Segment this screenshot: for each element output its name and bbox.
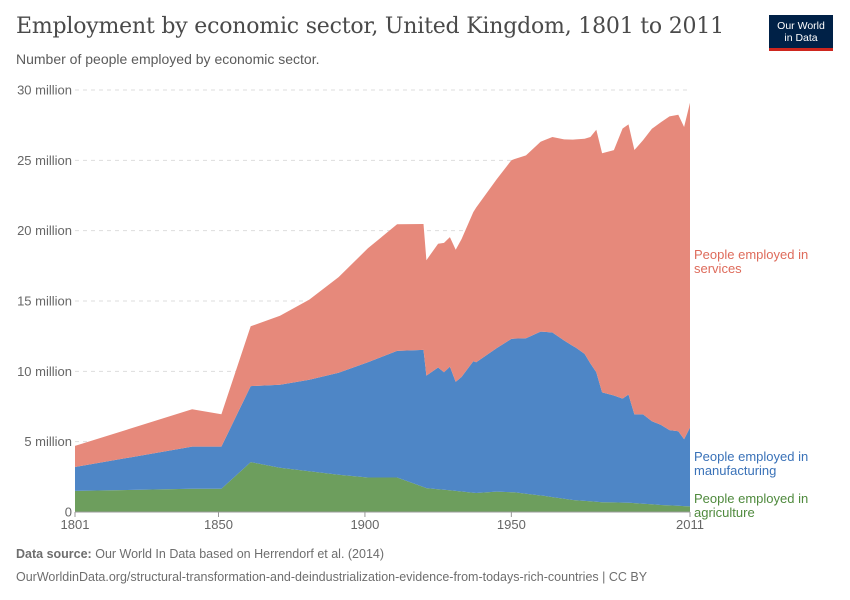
series-label-agriculture: People employed in agriculture — [694, 491, 808, 520]
series-label-services: People employed in services — [694, 247, 808, 276]
y-tick-label: 15 million — [17, 294, 72, 309]
y-tick-label: 20 million — [17, 223, 72, 238]
x-tick-label: 1900 — [350, 517, 379, 532]
chart-subtitle: Number of people employed by economic se… — [16, 51, 320, 67]
area-services — [75, 102, 690, 467]
data-source-label: Data source: — [16, 547, 92, 561]
area-manufacturing — [75, 331, 690, 507]
y-tick-label: 30 million — [17, 83, 72, 98]
x-tick-label: 2011 — [676, 517, 704, 532]
y-tick-label: 10 million — [17, 364, 72, 379]
chart-axes: 0 5 million 10 million 15 million 20 million… — [17, 83, 704, 533]
area-agriculture — [75, 462, 690, 512]
data-source-text: Our World In Data based on Herrendorf et… — [95, 547, 385, 561]
chart-title: Employment by economic sector, United Ki… — [16, 14, 724, 39]
logo-line-2: in Data — [784, 32, 818, 44]
logo-line-1: Our World — [777, 20, 825, 32]
series-label-manufacturing: People employed in manufacturing — [694, 449, 808, 478]
y-tick-label: 5 million — [24, 434, 72, 449]
chart-series-labels: People employed in agriculture People empl… — [694, 247, 808, 520]
y-tick-label: 0 — [65, 505, 72, 520]
chart-areas — [75, 102, 690, 512]
x-tick-label: 1801 — [61, 517, 90, 532]
y-tick-label: 25 million — [17, 153, 72, 168]
owid-logo[interactable]: Our World in Data — [769, 15, 833, 51]
data-source: Data source: Our World In Data based on … — [16, 547, 384, 561]
x-tick-label: 1950 — [497, 517, 526, 532]
x-tick-label: 1850 — [204, 517, 233, 532]
source-url-link[interactable]: OurWorldinData.org/structural-transforma… — [16, 570, 648, 584]
